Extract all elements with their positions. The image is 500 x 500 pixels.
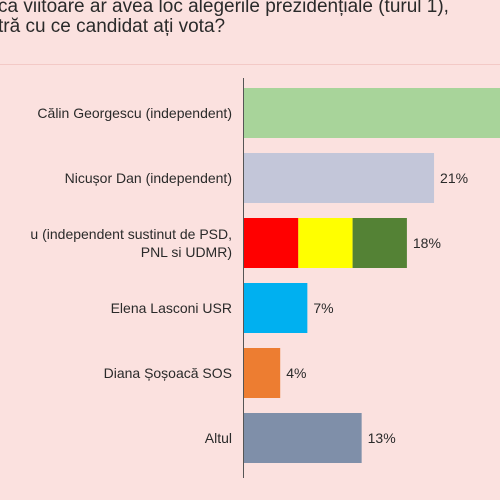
category-label-0-line-0: Călin Georgescu (independent): [37, 105, 232, 121]
category-label-4: Diana Șoșoacă SOS: [104, 364, 232, 382]
value-label-2: 18%: [412, 235, 441, 251]
bar-2-segment-2: [352, 218, 407, 268]
chart-title-line-1: ca viitoare ar avea loc alegerile prezid…: [0, 0, 449, 17]
bar-5: [244, 413, 362, 463]
value-label-5: 13%: [367, 430, 396, 446]
category-label-2: u (independent sustinut de PSD, PNL si UD…: [30, 225, 232, 261]
category-label-5-line-0: Altul: [204, 430, 232, 446]
bar-3: [244, 283, 308, 333]
bar-1: [244, 153, 435, 203]
category-label-2-line-1: PNL si UDMR): [140, 244, 232, 260]
category-label-1: Nicușor Dan (independent): [65, 169, 232, 187]
value-label-3: 7%: [313, 300, 334, 316]
title-divider: [0, 64, 500, 65]
category-label-3: Elena Lasconi USR: [111, 299, 232, 317]
bar-4: [244, 348, 281, 398]
chart-title-line-2: tră cu ce candidat ați vota?: [0, 16, 226, 37]
bar-2-segment-1: [298, 218, 353, 268]
bar-0: [244, 88, 500, 138]
category-label-2-line-0: u (independent sustinut de PSD,: [30, 226, 232, 242]
category-label-4-line-0: Diana Șoșoacă SOS: [103, 365, 232, 381]
category-label-0: Călin Georgescu (independent): [37, 104, 232, 122]
category-axis-line: [243, 78, 244, 478]
category-label-1-line-0: Nicușor Dan (independent): [64, 170, 232, 186]
bar-2-segment-0: [244, 218, 299, 268]
value-label-4: 4%: [286, 365, 307, 381]
value-label-1: 21%: [440, 170, 469, 186]
category-label-5: Altul: [205, 429, 232, 447]
category-label-3-line-0: Elena Lasconi USR: [110, 300, 232, 316]
